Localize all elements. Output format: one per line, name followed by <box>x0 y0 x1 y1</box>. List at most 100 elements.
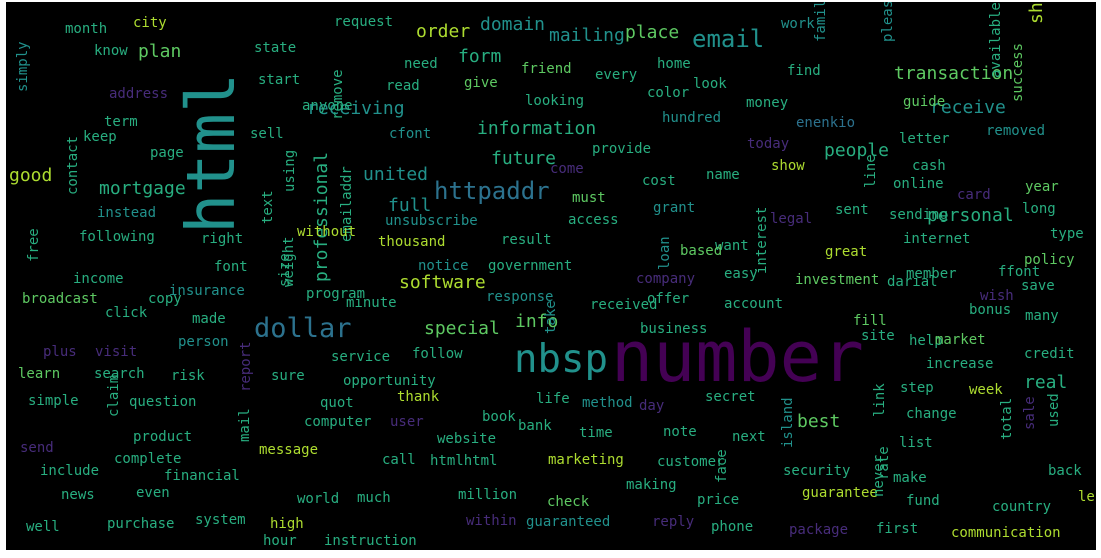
word-website: website <box>437 431 497 447</box>
word-check: check <box>547 494 590 510</box>
word-ffont: ffont <box>998 264 1041 280</box>
word-home: home <box>657 56 691 72</box>
word-le: le <box>1078 489 1095 505</box>
word-every: every <box>595 67 638 83</box>
word-order: order <box>416 21 471 42</box>
word-account: account <box>724 296 784 312</box>
word-online: online <box>893 176 944 192</box>
word-complete: complete <box>114 451 182 467</box>
word-using: using <box>282 149 298 192</box>
word-remove: remove <box>330 69 346 120</box>
word-day: day <box>639 398 665 414</box>
word-list: list <box>899 435 933 451</box>
word-bonus: bonus <box>969 302 1012 318</box>
word-visit: visit <box>95 344 138 360</box>
word-system: system <box>195 512 246 528</box>
word-search: search <box>94 366 145 382</box>
word-message: message <box>259 442 319 458</box>
word-copy: copy <box>148 291 182 307</box>
word-htmlhtml: htmlhtml <box>430 453 498 469</box>
word-question: question <box>129 394 197 410</box>
word-long: long <box>1022 201 1056 217</box>
word-software: software <box>399 272 486 293</box>
word-cloud: number html nbsp dollar email httpaddr mailing… <box>6 2 1096 550</box>
word-used: used <box>1046 393 1062 427</box>
word-access: access <box>568 212 619 228</box>
word-offer: offer <box>647 291 690 307</box>
word-looking: looking <box>525 93 585 109</box>
word-cost: cost <box>642 173 676 189</box>
word-risk: risk <box>171 368 205 384</box>
word-increase: increase <box>926 356 994 372</box>
word-well: well <box>26 519 60 535</box>
word-service: service <box>331 349 391 365</box>
word-color: color <box>647 85 690 101</box>
word-mail: mail <box>237 408 253 442</box>
word-income: income <box>73 271 124 287</box>
word-marketing: marketing <box>548 452 624 468</box>
word-mortgage: mortgage <box>99 178 186 199</box>
word-person: person <box>178 334 229 350</box>
word-minute: minute <box>346 295 397 311</box>
word-never: never <box>871 454 887 497</box>
word-simply: simply <box>15 41 31 92</box>
word-html: html <box>172 72 250 234</box>
word-secret: secret <box>705 389 756 405</box>
word-financial: financial <box>164 468 240 484</box>
word-number: number <box>611 316 864 398</box>
word-guaranteed: guaranteed <box>526 514 611 530</box>
word-life: life <box>536 391 570 407</box>
word-much: much <box>357 490 391 506</box>
word-notice: notice <box>418 258 469 274</box>
word-face: face <box>714 449 730 483</box>
word-news: news <box>61 487 95 503</box>
word-program: program <box>306 286 366 302</box>
word-united: united <box>363 164 429 185</box>
word-friend: friend <box>521 61 572 77</box>
word-need: need <box>404 56 438 72</box>
word-people: people <box>824 140 890 161</box>
word-font: font <box>214 259 248 275</box>
word-method: method <box>582 395 633 411</box>
word-call: call <box>382 452 416 468</box>
word-follow: follow <box>412 346 463 362</box>
word-credit: credit <box>1024 346 1075 362</box>
word-mailing: mailing <box>549 25 625 46</box>
word-purchase: purchase <box>107 516 175 532</box>
word-plan: plan <box>138 41 182 62</box>
word-form: form <box>458 46 502 67</box>
word-dollar: dollar <box>254 313 352 344</box>
word-future: future <box>491 148 557 169</box>
word-quot: quot <box>320 395 354 411</box>
word-phone: phone <box>711 519 754 535</box>
word-wish: wish <box>980 288 1014 304</box>
word-take: take <box>543 300 559 334</box>
word-business: business <box>640 321 708 337</box>
word-company: company <box>636 271 696 287</box>
word-book: book <box>482 409 516 425</box>
word-find: find <box>787 63 821 79</box>
word-know: know <box>94 43 128 59</box>
word-plus: plus <box>43 344 77 360</box>
word-package: package <box>789 522 849 538</box>
word-darial: darial <box>887 274 938 290</box>
word-receive: receive <box>930 97 1006 118</box>
word-computer: computer <box>304 414 372 430</box>
word-bank: bank <box>518 418 552 434</box>
word-fund: fund <box>906 493 940 509</box>
word-reply: reply <box>652 514 695 530</box>
word-site: site <box>861 328 895 344</box>
word-card: card <box>957 187 991 203</box>
word-total: total <box>999 397 1015 440</box>
word-time: time <box>579 425 613 441</box>
word-thousand: thousand <box>378 234 446 250</box>
word-result: result <box>501 232 552 248</box>
word-sure: sure <box>271 368 305 384</box>
word-sent: sent <box>835 202 869 218</box>
word-text: text <box>260 190 276 224</box>
word-making: making <box>626 477 677 493</box>
word-instruction: instruction <box>324 533 417 549</box>
word-send: send <box>20 440 54 456</box>
word-sending: sending <box>889 207 949 223</box>
word-save: save <box>1021 278 1055 294</box>
